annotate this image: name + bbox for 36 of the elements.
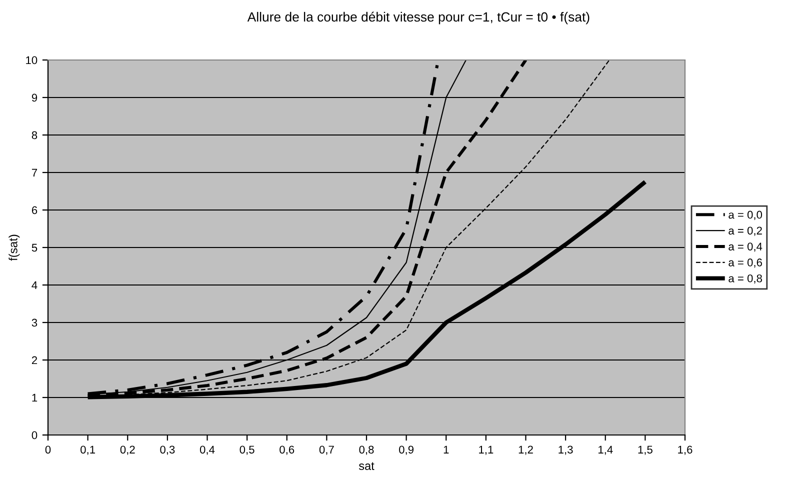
y-tick-label: 0: [32, 431, 38, 440]
x-tick-label: 1,1: [479, 446, 494, 455]
y-tick-label: 5: [32, 244, 38, 252]
x-tick-label: 0,3: [160, 446, 175, 455]
x-tick-label: 0,6: [280, 446, 294, 455]
y-tick-label: 7: [32, 168, 38, 177]
x-tick-label: 0,5: [240, 446, 254, 455]
x-tick-label: 0,9: [399, 446, 414, 455]
y-tick-label: 4: [32, 281, 38, 290]
y-tick-label: 1: [32, 394, 38, 402]
x-tick-label: 1,4: [598, 446, 613, 455]
x-tick-label: 1,3: [558, 446, 573, 455]
y-tick-label: 3: [32, 318, 38, 327]
y-tick-label: 9: [32, 94, 38, 102]
x-tick-label: 1,2: [518, 446, 533, 455]
y-axis-title: f(sat): [8, 234, 20, 261]
x-tick-label: 0,2: [120, 446, 135, 455]
x-tick-label: 0,1: [80, 446, 95, 455]
x-tick-label: 0: [45, 446, 51, 454]
x-tick-label: 0,8: [359, 446, 374, 455]
chart-title: Allure de la courbe débit vitesse pour c=1, tCur = t0 • f(sat): [247, 12, 590, 24]
legend-label: a = 0,4: [728, 242, 762, 252]
legend-label: a = 0,2: [728, 226, 762, 236]
x-tick-label: 1,5: [638, 446, 652, 455]
x-axis-title: sat: [358, 462, 374, 470]
x-tick-label: 0,4: [200, 446, 215, 455]
x-tick-label: 0,7: [319, 446, 334, 455]
y-tick-label: 8: [32, 131, 38, 140]
legend-label: a = 0,8: [728, 274, 762, 284]
y-tick-label: 10: [26, 56, 38, 64]
x-tick-label: 1: [444, 446, 449, 454]
legend-label: a = 0,0: [728, 210, 762, 220]
x-tick-label: 1,6: [678, 446, 692, 455]
legend-label: a = 0,6: [728, 258, 762, 268]
y-tick-label: 6: [32, 206, 38, 214]
y-tick-label: 2: [32, 356, 38, 364]
